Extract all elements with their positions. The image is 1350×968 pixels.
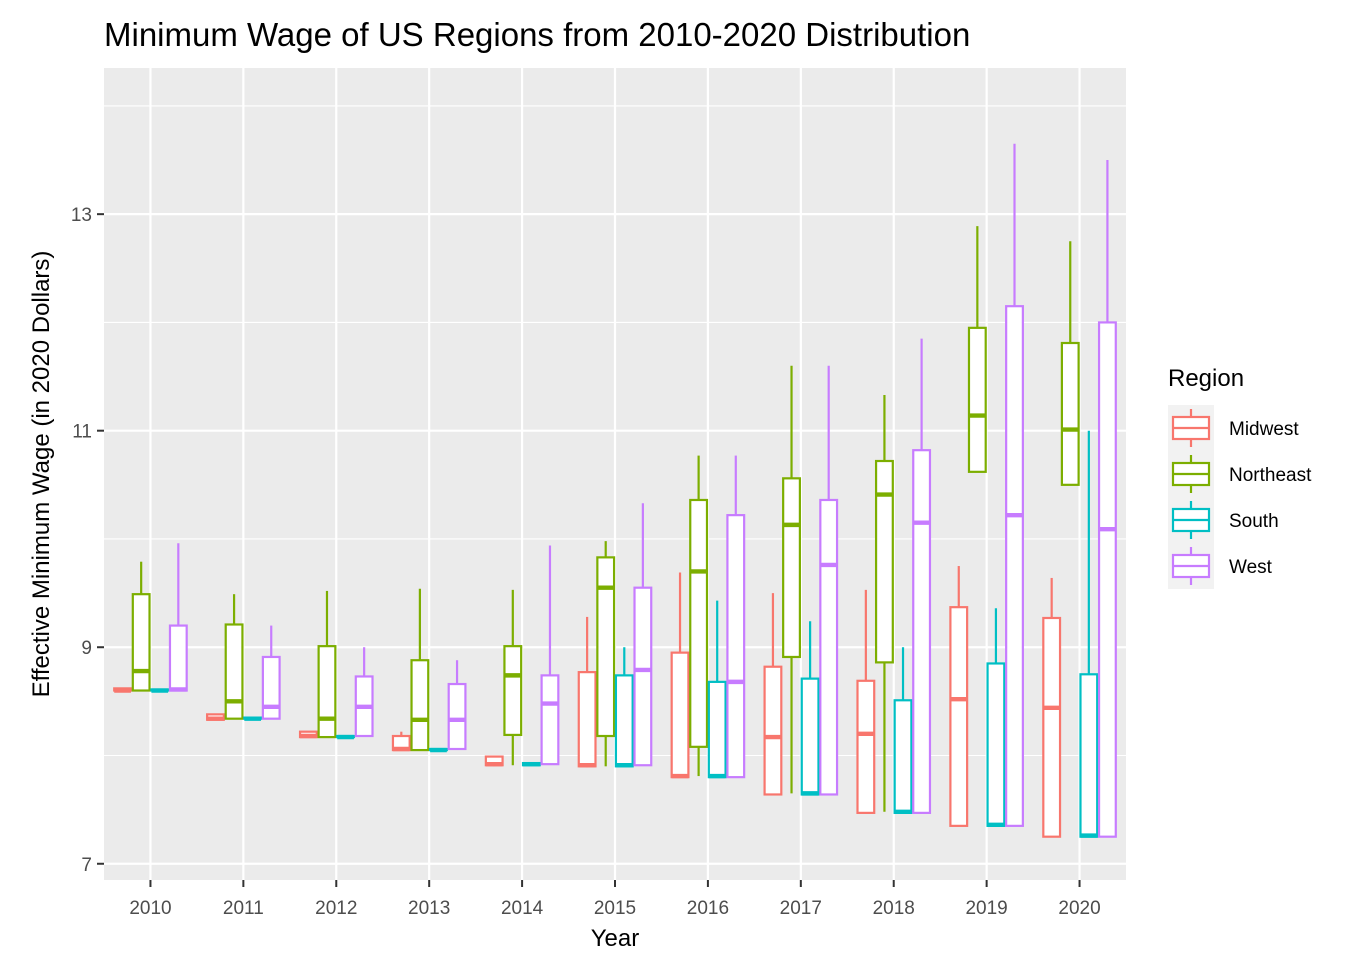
y-tick-label: 9	[81, 638, 92, 659]
legend-item-west: West	[1168, 543, 1273, 589]
box	[819, 498, 839, 796]
box	[596, 556, 616, 738]
x-tick-label: 2020	[1058, 898, 1100, 919]
x-tick-label: 2016	[687, 898, 729, 919]
series-midwest	[113, 566, 1062, 838]
series-west	[168, 143, 1117, 838]
box	[856, 679, 876, 814]
box	[317, 645, 337, 739]
legend-item-south: South	[1168, 497, 1279, 543]
x-tick-label: 2014	[501, 898, 544, 919]
box-series	[113, 143, 1117, 838]
x-tick-label: 2013	[408, 898, 450, 919]
series-northeast	[131, 226, 1080, 812]
box	[503, 645, 523, 737]
box	[1042, 616, 1062, 838]
box	[224, 623, 244, 720]
box	[707, 680, 727, 779]
y-axis-title: Effective Minimum Wage (in 2020 Dollars)	[28, 251, 55, 698]
x-tick-label: 2019	[965, 898, 1007, 919]
legend-label: South	[1229, 511, 1279, 532]
chart-title: Minimum Wage of US Regions from 2010-202…	[104, 16, 970, 53]
box	[874, 459, 894, 664]
x-tick-label: 2011	[223, 898, 264, 919]
legend-item-midwest: Midwest	[1168, 405, 1299, 451]
box	[967, 326, 987, 473]
x-tick-label: 2012	[315, 898, 357, 919]
y-tick-label: 13	[71, 205, 92, 226]
box	[689, 498, 709, 748]
legend-item-northeast: Northeast	[1168, 451, 1312, 497]
box	[633, 586, 653, 767]
x-axis: 2010 2011 2012 2013 2014 2015 2016 2017 2018 2019…	[129, 880, 1101, 919]
box	[577, 671, 597, 768]
box	[800, 677, 820, 796]
legend: Region Midwest Northeast South West	[1168, 365, 1312, 589]
box	[782, 477, 801, 659]
box	[1005, 305, 1024, 827]
box	[447, 682, 467, 751]
box	[168, 624, 188, 692]
box	[540, 674, 560, 766]
box	[912, 449, 932, 814]
legend-label: Midwest	[1229, 419, 1299, 440]
x-tick-label: 2018	[873, 898, 915, 919]
box	[1097, 321, 1117, 838]
box	[614, 674, 634, 768]
box	[1060, 341, 1080, 486]
box	[1079, 673, 1099, 838]
x-tick-label: 2015	[594, 898, 636, 919]
box	[726, 514, 746, 779]
x-tick-label: 2010	[129, 898, 171, 919]
box	[949, 606, 969, 827]
legend-title: Region	[1168, 365, 1244, 392]
box	[410, 659, 430, 752]
box	[670, 651, 690, 779]
box	[986, 662, 1006, 827]
y-tick-label: 11	[72, 422, 92, 443]
x-tick-label: 2017	[780, 898, 822, 919]
x-axis-title: Year	[591, 925, 640, 952]
legend-label: Northeast	[1229, 465, 1312, 486]
series-south	[150, 430, 1099, 838]
box	[893, 699, 913, 814]
y-axis: 7 9 11 13	[71, 205, 104, 876]
box	[131, 593, 151, 692]
legend-label: West	[1229, 557, 1273, 578]
box	[763, 665, 783, 796]
y-tick-label: 7	[81, 855, 92, 876]
box	[261, 655, 281, 720]
